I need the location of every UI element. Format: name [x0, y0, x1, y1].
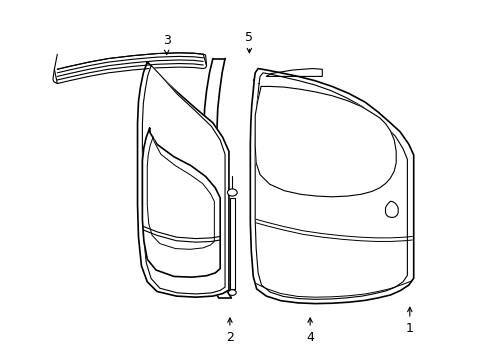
Polygon shape — [142, 66, 224, 294]
Text: 5: 5 — [245, 31, 253, 53]
Polygon shape — [203, 59, 231, 298]
Text: 3: 3 — [163, 34, 170, 54]
Circle shape — [228, 290, 236, 296]
Text: 2: 2 — [225, 318, 233, 344]
Circle shape — [227, 189, 237, 196]
Text: 1: 1 — [405, 307, 413, 335]
Polygon shape — [255, 86, 395, 197]
Polygon shape — [250, 68, 413, 303]
Polygon shape — [385, 202, 397, 217]
Polygon shape — [147, 137, 214, 249]
Polygon shape — [255, 73, 407, 299]
Polygon shape — [137, 62, 228, 297]
Polygon shape — [142, 128, 220, 277]
Text: 4: 4 — [305, 318, 313, 344]
